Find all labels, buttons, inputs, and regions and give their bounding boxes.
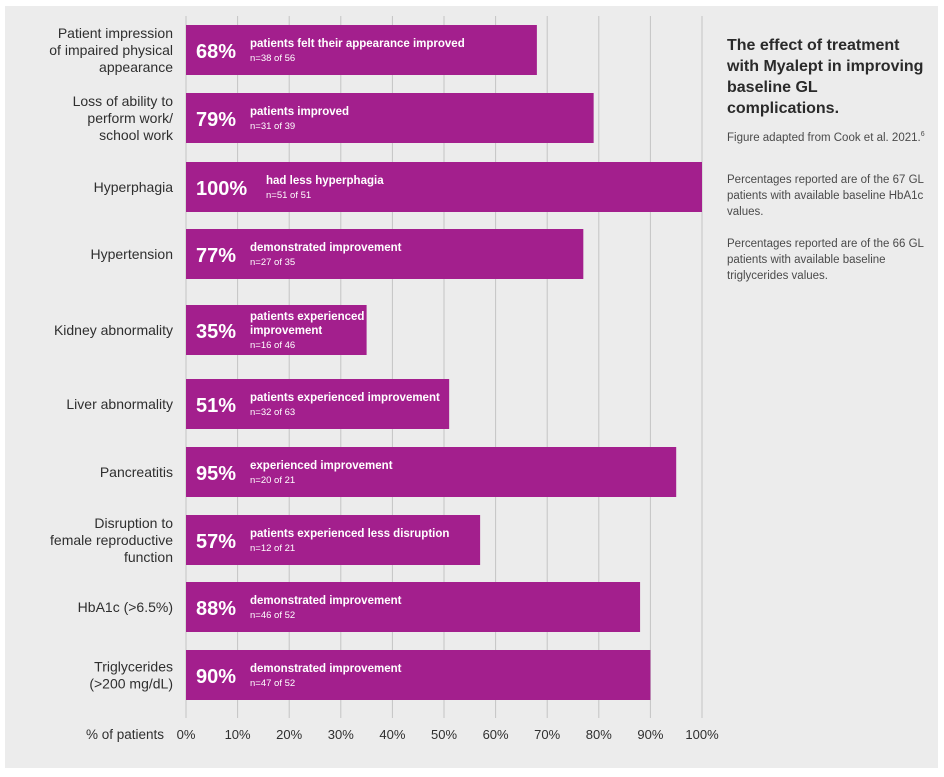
percent-label: 51%	[196, 395, 236, 417]
bar-description: demonstrated improvement	[250, 595, 402, 607]
category-label: perform work/	[87, 110, 173, 126]
x-axis-label: % of patients	[86, 727, 164, 742]
category-label: Pancreatitis	[100, 464, 173, 480]
count-label: n=51 of 51	[266, 190, 311, 201]
category-label: Kidney abnormality	[54, 322, 173, 338]
category-label: appearance	[99, 59, 173, 75]
bar-5[interactable]	[186, 379, 450, 429]
bar-6[interactable]	[186, 447, 677, 497]
percent-label: 100%	[196, 178, 247, 200]
x-tick-label: 80%	[586, 727, 612, 742]
bar-3[interactable]	[186, 229, 584, 279]
bar-1[interactable]	[186, 93, 594, 143]
percent-label: 95%	[196, 463, 236, 485]
count-label: n=46 of 52	[250, 610, 295, 621]
percent-label: 90%	[196, 666, 236, 688]
percent-label: 88%	[196, 598, 236, 620]
x-tick-label: 70%	[534, 727, 560, 742]
category-label: Hyperphagia	[94, 179, 174, 195]
chart-title: The effect of treatment with Myalept in …	[727, 37, 924, 117]
bar-description: patients experienced improvement	[250, 392, 440, 404]
count-label: n=20 of 21	[250, 475, 295, 486]
bar-description: patients improved	[250, 106, 349, 118]
bar-0[interactable]	[186, 25, 537, 75]
note-hba1c: Percentages reported are of the 67 GL pa…	[727, 174, 924, 218]
category-label: school work	[99, 127, 174, 143]
category-label: Triglycerides	[94, 659, 173, 675]
source-note: Figure adapted from Cook et al. 2021.6	[727, 127, 927, 146]
x-tick-label: 50%	[431, 727, 457, 742]
percent-label: 57%	[196, 531, 236, 553]
source-text: Figure adapted from Cook et al. 2021.	[727, 131, 921, 144]
bar-description: demonstrated improvement	[250, 663, 402, 675]
category-label: Hypertension	[91, 246, 174, 262]
category-label: (>200 mg/dL)	[89, 676, 173, 692]
count-label: n=47 of 52	[250, 678, 295, 689]
x-tick-label: 60%	[483, 727, 509, 742]
count-label: n=38 of 56	[250, 53, 295, 64]
count-label: n=27 of 35	[250, 257, 295, 268]
category-label: HbA1c (>6.5%)	[78, 599, 173, 615]
percent-label: 35%	[196, 321, 236, 343]
category-label: Disruption to	[94, 515, 173, 531]
category-label: of impaired physical	[49, 42, 173, 58]
bar-description: had less hyperphagia	[266, 175, 384, 187]
x-tick-label: 100%	[685, 727, 719, 742]
x-tick-label: 0%	[177, 727, 196, 742]
percent-label: 77%	[196, 245, 236, 267]
category-label: Loss of ability to	[73, 93, 174, 109]
bar-8[interactable]	[186, 582, 641, 632]
x-tick-label: 20%	[276, 727, 302, 742]
bar-description: patients felt their appearance improved	[250, 38, 465, 50]
note-triglycerides: Percentages reported are of the 66 GL pa…	[727, 238, 924, 282]
count-label: n=12 of 21	[250, 543, 295, 554]
x-tick-label: 40%	[379, 727, 405, 742]
bar-description: demonstrated improvement	[250, 242, 402, 254]
source-reference: 6	[920, 131, 925, 138]
count-label: n=16 of 46	[250, 340, 295, 351]
x-tick-label: 90%	[637, 727, 663, 742]
bar-2[interactable]	[186, 162, 702, 212]
bar-9[interactable]	[186, 650, 651, 700]
percent-label: 79%	[196, 109, 236, 131]
percent-label: 68%	[196, 41, 236, 63]
x-tick-label: 30%	[328, 727, 354, 742]
bar-7[interactable]	[186, 515, 481, 565]
count-label: n=31 of 39	[250, 121, 295, 132]
category-label: function	[124, 549, 173, 565]
x-tick-label: 10%	[225, 727, 251, 742]
bar-description: improvement	[250, 325, 322, 337]
bar-4[interactable]	[186, 305, 367, 355]
bar-description: patients experienced	[250, 311, 364, 323]
category-label: female reproductive	[50, 532, 173, 548]
category-label: Patient impression	[58, 25, 173, 41]
category-label: Liver abnormality	[66, 396, 173, 412]
count-label: n=32 of 63	[250, 407, 295, 418]
bar-description: experienced improvement	[250, 460, 393, 472]
bar-description: patients experienced less disruption	[250, 528, 449, 540]
